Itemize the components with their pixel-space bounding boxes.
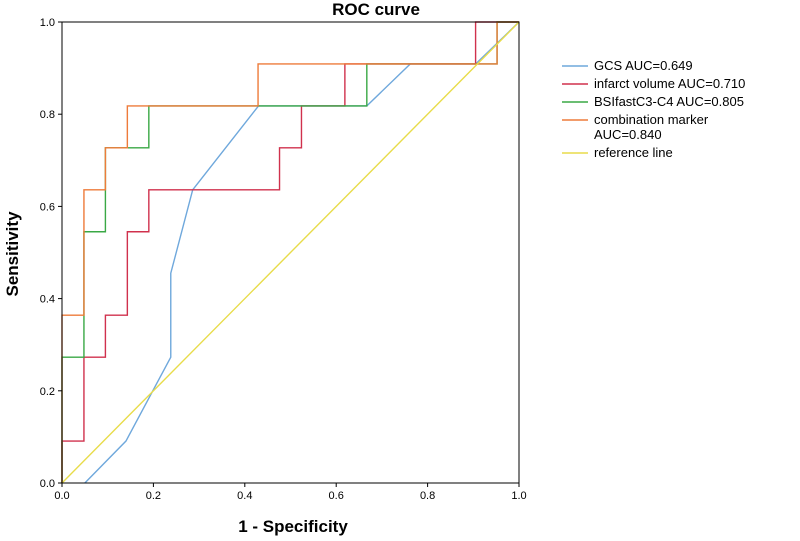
legend-item-infarct: infarct volume AUC=0.710: [562, 76, 745, 91]
legend-label: infarct volume AUC=0.710: [594, 76, 745, 91]
series-layer: [61, 21, 520, 484]
y-tick-label: 0.6: [40, 201, 55, 213]
x-tick-label: 0.2: [146, 490, 161, 502]
chart-title: ROC curve: [332, 0, 420, 19]
legend-label: combination marker AUC=0.840: [594, 112, 709, 142]
legend-item-reference: reference line: [562, 145, 673, 160]
y-tick-label: 0.2: [40, 386, 55, 398]
x-tick-label: 0.8: [420, 490, 435, 502]
legend-label: GCS AUC=0.649: [594, 58, 693, 73]
y-axis-label: Sensitivity: [3, 211, 22, 297]
x-tick-label: 0.0: [54, 490, 69, 502]
series-line-reference: [61, 21, 520, 484]
legend-item-bsifastc3c4: BSIfastC3-C4 AUC=0.805: [562, 94, 744, 109]
y-tick-label: 1.0: [40, 17, 55, 29]
x-tick-label: 1.0: [511, 490, 526, 502]
plot-frame: [61, 21, 520, 484]
legend: GCS AUC=0.649 infarct volume AUC=0.710 BSI…: [562, 58, 745, 160]
series-line-combination: [61, 21, 519, 483]
legend-label: BSIfastC3-C4 AUC=0.805: [594, 94, 744, 109]
legend-label: reference line: [594, 145, 673, 160]
legend-item-combination: combination marker AUC=0.840: [562, 112, 709, 142]
y-tick-label: 0.4: [40, 294, 55, 306]
axes-layer: 0.0 0.2 0.4 0.6 0.8 1.0 0.0 0.2 0.4 0.6 0.8 1.0: [40, 17, 527, 502]
x-tick-label: 0.6: [329, 490, 344, 502]
x-axis-label: 1 - Specificity: [238, 517, 348, 536]
y-tick-label: 0.8: [40, 109, 55, 121]
y-tick-label: 0.0: [40, 478, 55, 490]
legend-item-gcs: GCS AUC=0.649: [562, 58, 693, 73]
x-tick-label: 0.4: [237, 490, 252, 502]
series-line-gcs: [84, 21, 520, 484]
